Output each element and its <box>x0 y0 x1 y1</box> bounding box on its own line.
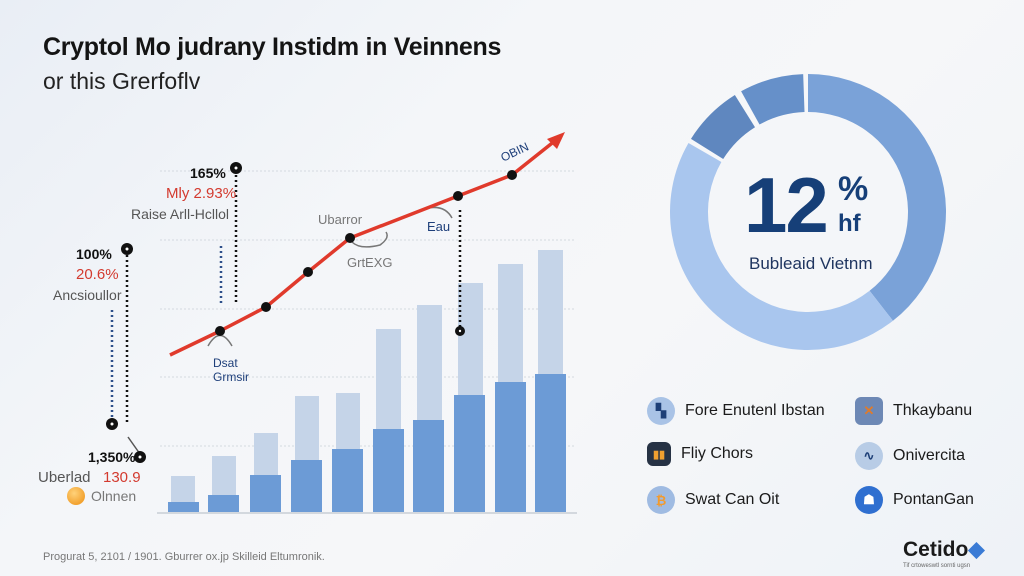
line-label-mid-above: Ubarror <box>318 212 363 227</box>
source-note: Progurat 5, 2101 / 1901. Gburrer ox.jp S… <box>43 551 325 563</box>
robot-icon: ☗ <box>855 486 883 514</box>
donut-center-label: Bubleaid Vietnm <box>749 254 873 273</box>
annotation-mid-change: 20.6% <box>76 266 119 283</box>
legend-item-1: ✕ Thkaybanu <box>855 397 972 425</box>
annotation-bottom-change: 130.9 <box>103 469 141 486</box>
brand-tagline: Tif crtoweswtl sornti ugsn <box>903 563 971 569</box>
donut-center-unit: hf <box>838 210 861 237</box>
legend-item-4: ₿ Swat Can Oit <box>647 486 779 514</box>
annotation-mid-value: 100% <box>76 246 112 262</box>
legend-label: Thkaybanu <box>893 402 973 419</box>
bars-dark <box>168 374 566 512</box>
line-label-start: Dsat Grmsir <box>213 356 249 384</box>
legend-label: Fliy Chors <box>681 445 754 462</box>
annotation-bottom-label2: Olnnen <box>91 488 137 504</box>
legend-item-0: ▚ Fore Enutenl Ibstan <box>647 397 825 425</box>
trend-line <box>169 132 565 357</box>
wave-icon: ∿ <box>855 442 883 470</box>
page-title: Cryptol Mo judrany Instidm in Veinnens <box>43 33 502 61</box>
legend-label: Fore Enutenl Ibstan <box>685 402 825 419</box>
annotation-top-label: Raise Arll-Hcllol <box>131 206 230 222</box>
leader-lines <box>110 170 462 425</box>
chart-icon: ▮▮ <box>647 442 671 466</box>
legend-label: PontanGan <box>893 491 974 508</box>
brand-logo: Cetido◆ <box>903 539 984 560</box>
legend-item-2: ▮▮ Fliy Chors <box>647 442 753 466</box>
brand-name: Cetido <box>903 538 969 561</box>
annotation-top-change: Mly 2.93% <box>166 185 237 202</box>
legend-item-3: ∿ Onivercita <box>855 442 965 470</box>
annotation-bottom-value: 1,350% <box>88 449 136 465</box>
page-subtitle: or this Grerfoflv <box>43 68 201 94</box>
wallet-icon: ▚ <box>647 397 675 425</box>
brand-mark-icon: ◆ <box>968 538 985 561</box>
bitcoin-icon: ₿ <box>647 486 675 514</box>
donut-center-suffix: % <box>838 170 869 208</box>
legend-label: Swat Can Oit <box>685 491 780 508</box>
line-label-mid-below: GrtEXG <box>347 255 393 270</box>
exchange-icon: ✕ <box>855 397 883 425</box>
coin-icon <box>67 487 85 505</box>
line-label-right: Eau <box>427 219 451 234</box>
legend-label: Onivercita <box>893 447 966 464</box>
annotation-mid-label: Ancsioullor <box>53 287 122 303</box>
annotation-top-value: 165% <box>190 165 226 181</box>
legend-item-5: ☗ PontanGan <box>855 486 974 514</box>
donut-center-value: 12 <box>744 161 829 249</box>
donut-chart <box>669 74 947 351</box>
annotation-bottom-label: Uberlad <box>38 469 91 486</box>
